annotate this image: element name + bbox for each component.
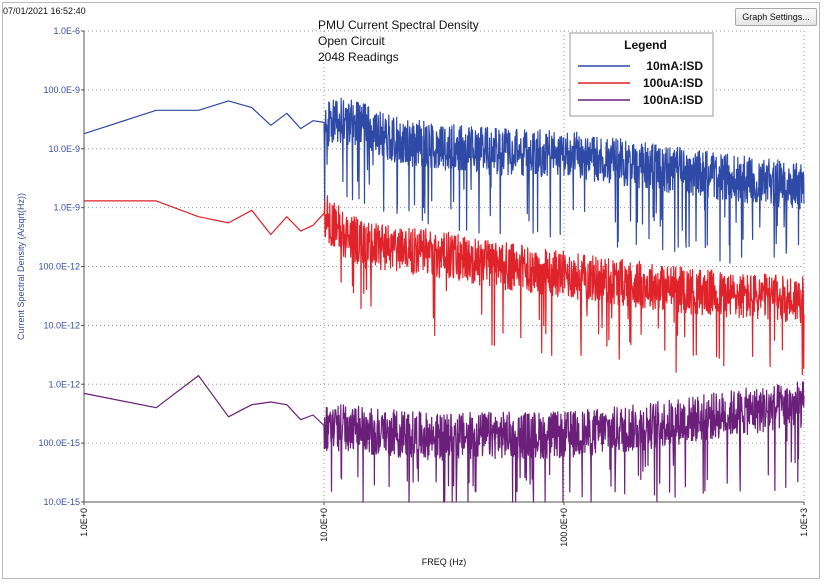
- series-line-2: [84, 195, 805, 376]
- y-tick-label: 1.0E-12: [48, 379, 80, 389]
- series-line-1: [83, 97, 805, 264]
- legend-label-3: 100nA:ISD: [643, 93, 703, 107]
- chart-title-line: PMU Current Spectral Density: [318, 18, 479, 32]
- chart-title-line: 2048 Readings: [318, 50, 399, 64]
- series-line-3: [83, 375, 805, 503]
- timestamp: 07/01/2021 16:52:40: [3, 6, 86, 16]
- x-tick-label: 1.0E+0: [79, 508, 89, 537]
- legend-label-1: 10mA:ISD: [646, 59, 703, 73]
- legend-box: [569, 32, 714, 117]
- y-tick-label: 100.0E-15: [38, 438, 80, 448]
- y-tick-label: 1.0E-6: [53, 26, 80, 36]
- y-tick-label: 100.0E-9: [43, 85, 80, 95]
- y-axis-label: Current Spectral Density (A/sqrt(Hz)): [16, 193, 26, 340]
- y-tick-label: 10.0E-12: [43, 320, 80, 330]
- legend-label-2: 100uA:ISD: [643, 76, 703, 90]
- graph-settings-button[interactable]: Graph Settings...: [735, 8, 817, 26]
- legend-title: Legend: [624, 38, 667, 52]
- y-tick-label: 10.0E-15: [43, 497, 80, 507]
- y-tick-label: 10.0E-9: [48, 144, 80, 154]
- x-tick-label: 10.0E+0: [319, 508, 329, 542]
- x-tick-label: 100.0E+0: [559, 508, 569, 547]
- x-tick-label: 1.0E+3: [799, 508, 809, 537]
- x-axis-label: FREQ (Hz): [422, 557, 467, 567]
- y-tick-label: 1.0E-9: [53, 203, 80, 213]
- y-tick-label: 100.0E-12: [38, 262, 80, 272]
- chart-title-line: Open Circuit: [318, 34, 385, 48]
